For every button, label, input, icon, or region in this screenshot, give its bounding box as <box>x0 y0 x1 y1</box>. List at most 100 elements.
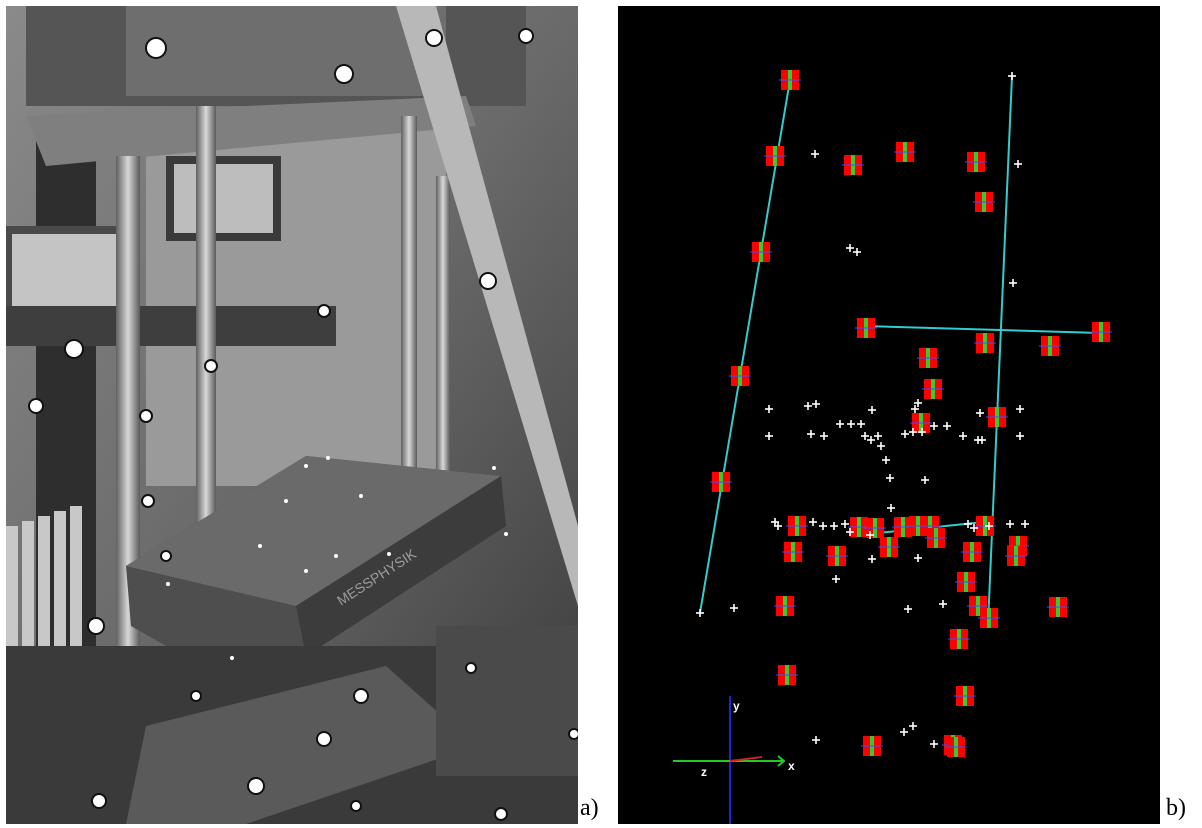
coded-target-marker <box>729 366 751 386</box>
detected-point-cross <box>930 740 938 748</box>
detected-point-cross <box>807 430 815 438</box>
detected-point-cross <box>866 531 874 539</box>
detected-point-cross <box>1014 160 1022 168</box>
coded-target-marker <box>917 348 939 368</box>
detected-point-cross <box>887 504 895 512</box>
coded-target-marker <box>965 152 987 172</box>
detected-point-cross <box>874 432 882 440</box>
coded-target-marker <box>973 192 995 212</box>
coded-target-marker <box>776 665 798 685</box>
coded-target-marker <box>948 629 970 649</box>
detected-point-cross <box>985 522 993 530</box>
coded-target-marker <box>710 472 732 492</box>
detected-point-cross <box>765 405 773 413</box>
detected-point-cross <box>1006 520 1014 528</box>
detected-point-cross <box>811 150 819 158</box>
coded-target-marker <box>786 516 808 536</box>
detected-point-cross <box>804 402 812 410</box>
horizontal-reference-line <box>865 325 1101 334</box>
coded-target-marker <box>1039 336 1061 356</box>
coded-target-marker <box>782 542 804 562</box>
coded-target-marker <box>978 608 1000 628</box>
detected-point-cross <box>1008 72 1016 80</box>
detected-point-cross <box>846 244 854 252</box>
detected-point-cross <box>900 728 908 736</box>
caption-b: b) <box>1166 795 1186 821</box>
detected-point-cross <box>1021 520 1029 528</box>
caption-a: a) <box>580 795 599 821</box>
detected-point-cross <box>911 405 919 413</box>
detected-point-cross <box>812 400 820 408</box>
coded-target-marker <box>842 155 864 175</box>
detected-point-cross <box>914 399 922 407</box>
detected-point-cross <box>696 609 704 617</box>
x-axis-arrow-icon <box>777 755 786 767</box>
detected-point-cross <box>921 476 929 484</box>
detected-point-cross <box>901 430 909 438</box>
detected-point-cross <box>832 575 840 583</box>
coded-target-marker <box>779 70 801 90</box>
detected-point-cross <box>918 428 926 436</box>
coded-target-marker <box>774 596 796 616</box>
detected-point-cross <box>867 436 875 444</box>
detected-point-cross <box>1016 405 1024 413</box>
coded-target-marker <box>855 318 877 338</box>
coded-target-marker <box>826 546 848 566</box>
coded-target-marker <box>986 407 1008 427</box>
coded-target-marker <box>878 537 900 557</box>
detected-point-cross <box>853 248 861 256</box>
detected-point-cross <box>836 420 844 428</box>
detected-point-cross <box>819 522 827 530</box>
detected-point-cross <box>868 406 876 414</box>
coded-target-marker <box>925 528 947 548</box>
coded-target-marker <box>1090 322 1112 342</box>
coded-target-marker <box>954 686 976 706</box>
y-axis-label: y <box>733 699 740 713</box>
detected-point-cross <box>1016 432 1024 440</box>
detected-point-cross <box>774 522 782 530</box>
detected-point-cross <box>846 528 854 536</box>
coded-target-marker <box>961 542 983 562</box>
coded-targets <box>710 70 1112 757</box>
coded-target-marker <box>1005 546 1027 566</box>
detected-point-cross <box>978 436 986 444</box>
detected-point-cross <box>959 432 967 440</box>
detected-point-cross <box>730 604 738 612</box>
point-cloud-plot: y x z <box>673 70 1112 824</box>
detected-point-cross <box>976 409 984 417</box>
detected-points <box>696 72 1029 748</box>
detected-point-cross <box>765 432 773 440</box>
coded-target-marker <box>945 737 967 757</box>
test-rig-photo-image: MESSPHYSIK <box>6 6 578 824</box>
detected-point-cross <box>882 456 890 464</box>
coded-target-marker <box>764 146 786 166</box>
detected-point-cross <box>812 736 820 744</box>
reconstruction-plot-panel: y x z <box>618 6 1160 824</box>
detected-point-cross <box>809 518 817 526</box>
detected-point-cross <box>909 428 917 436</box>
detected-point-cross <box>904 605 912 613</box>
detected-point-cross <box>847 420 855 428</box>
coded-target-marker <box>861 736 883 756</box>
detected-point-cross <box>909 722 917 730</box>
coded-target-marker <box>894 142 916 162</box>
detected-point-cross <box>970 524 978 532</box>
detected-point-cross <box>964 520 972 528</box>
detected-point-cross <box>930 422 938 430</box>
z-axis-label: z <box>701 765 707 779</box>
detected-point-cross <box>841 520 849 528</box>
coded-target-marker <box>750 242 772 262</box>
detected-point-cross <box>868 555 876 563</box>
coded-target-marker <box>922 379 944 399</box>
axis-triad: y x z <box>673 696 795 824</box>
coded-target-marker <box>974 333 996 353</box>
left-reference-line <box>699 79 791 614</box>
detected-point-cross <box>943 422 951 430</box>
z-axis-line <box>729 756 763 762</box>
x-axis-label: x <box>788 759 795 773</box>
detected-point-cross <box>877 442 885 450</box>
detected-point-cross <box>830 522 838 530</box>
detected-point-cross <box>861 432 869 440</box>
detected-point-cross <box>914 554 922 562</box>
detected-point-cross <box>857 420 865 428</box>
